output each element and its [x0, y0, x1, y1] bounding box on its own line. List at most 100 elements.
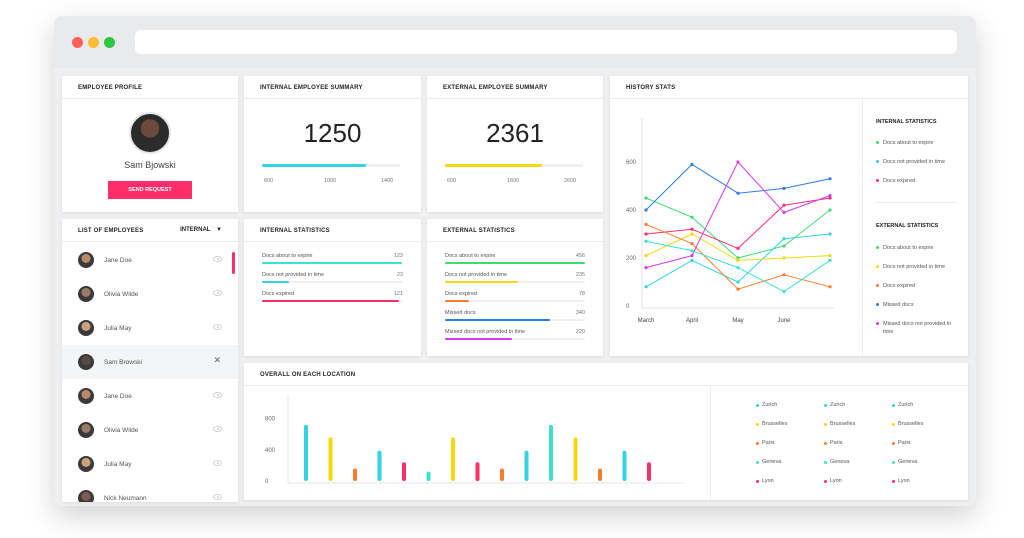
bar: [353, 468, 357, 481]
maximize-window-icon[interactable]: [104, 37, 115, 48]
external-summary-card: External employee summary 2361 600 1600 …: [427, 76, 603, 212]
employee-row[interactable]: Jane Doe: [62, 243, 238, 277]
bar: [524, 450, 529, 481]
avatar: [78, 388, 94, 404]
eye-icon[interactable]: [213, 494, 222, 500]
y-tick-label: 400: [626, 208, 637, 214]
employee-name: Olivia Wilde: [104, 291, 139, 298]
legend-dot: [876, 141, 879, 144]
stat-bar-track: [445, 281, 585, 283]
avatar: [78, 422, 94, 438]
stat-bar-track: [445, 319, 585, 321]
stat-bar-fill: [262, 262, 402, 264]
data-point: [736, 160, 740, 164]
employee-row[interactable]: Julia May: [62, 311, 238, 345]
stat-label: Docs about to expire: [445, 253, 496, 259]
employee-name: Julia May: [104, 461, 132, 468]
data-point: [644, 285, 648, 289]
eye-icon[interactable]: [213, 290, 222, 296]
legend-label: Docs expired: [883, 178, 916, 184]
legend-dot: [824, 461, 827, 464]
employee-row[interactable]: Nick Neumann: [62, 481, 238, 502]
bar: [549, 424, 553, 481]
employee-name: Sam Browski: [104, 359, 142, 366]
stat-value: 340: [575, 310, 585, 316]
card-title: Internal statistics: [260, 228, 330, 234]
bar: [500, 468, 504, 481]
employee-filter-dropdown[interactable]: INTERNAL ▼: [180, 227, 222, 233]
stat-bar-fill: [445, 300, 469, 302]
history-stats-card: History stats 0 200 400 600 March April May Jun…: [610, 76, 968, 356]
employee-name: Jane Doe: [104, 393, 132, 400]
stat-label: Missed docs: [445, 310, 476, 316]
minimize-window-icon[interactable]: [88, 37, 99, 48]
legend-dot: [756, 442, 759, 445]
external-progress-track: [445, 164, 583, 167]
data-point: [690, 249, 694, 253]
eye-icon[interactable]: [213, 426, 222, 432]
y-tick-label: 0: [626, 304, 630, 310]
data-point: [644, 254, 648, 258]
tick-label: 600: [447, 178, 457, 184]
location-legend-label: Geneva: [898, 459, 918, 465]
legend-section-title: External statistics: [876, 223, 939, 229]
location-bar-chart: 0 400 800: [265, 395, 684, 485]
legend-dot: [876, 303, 879, 306]
x-tick-label: June: [777, 318, 791, 324]
address-bar[interactable]: [135, 30, 957, 54]
location-legend-label: Brusselles: [898, 421, 924, 427]
legend-dot: [876, 179, 879, 182]
employee-row[interactable]: Olivia Wilde: [62, 277, 238, 311]
data-point: [828, 194, 832, 198]
eye-icon[interactable]: [213, 324, 222, 330]
eye-icon[interactable]: [213, 256, 222, 262]
send-request-button[interactable]: SEND REQUEST: [108, 181, 192, 199]
stat-label: Docs about to expire: [262, 253, 313, 259]
avatar: [78, 286, 94, 302]
stat-bar-track: [445, 262, 585, 264]
location-legend: Zurich Brusselles Paris Geneva Lyon Zurich Bru…: [711, 385, 968, 500]
bar: [622, 450, 627, 481]
data-point: [828, 254, 832, 258]
employee-row[interactable]: Jane Doe: [62, 379, 238, 413]
stat-bar-fill: [445, 281, 518, 283]
bar: [451, 437, 455, 481]
data-point: [782, 210, 786, 214]
data-point: [736, 191, 740, 195]
legend-label: Docs about to expire: [883, 140, 934, 146]
employee-row[interactable]: Sam Browski ✕: [62, 345, 238, 379]
data-point: [644, 232, 648, 236]
data-point: [690, 215, 694, 219]
location-legend-divider: [710, 385, 711, 500]
close-icon[interactable]: ✕: [213, 355, 221, 365]
close-window-icon[interactable]: [72, 37, 83, 48]
legend-dot: [824, 442, 827, 445]
legend-dot: [876, 265, 879, 268]
internal-total: 1250: [303, 118, 362, 148]
legend-dot: [876, 160, 879, 163]
avatar: [78, 320, 94, 336]
legend-label: Docs expired: [883, 283, 916, 289]
list-scrollbar[interactable]: [232, 252, 235, 274]
eye-icon[interactable]: [213, 460, 222, 466]
series-line: [645, 163, 831, 211]
employee-row[interactable]: Olivia Wilde: [62, 413, 238, 447]
data-point: [828, 285, 832, 289]
tick-label: 1000: [324, 178, 337, 184]
stat-label: Docs expired: [262, 291, 295, 297]
location-legend-label: Paris: [762, 440, 775, 446]
y-tick-label: 400: [265, 448, 276, 454]
data-point: [782, 203, 786, 207]
stat-bar-fill: [262, 300, 400, 302]
legend-dot: [892, 442, 895, 445]
employee-name: Jane Doe: [104, 257, 132, 264]
location-legend-label: Lyon: [830, 478, 842, 484]
data-point: [782, 273, 786, 277]
stat-value: 123: [393, 253, 403, 259]
filter-value: INTERNAL: [180, 227, 211, 233]
bar: [402, 462, 406, 481]
legend-dot: [756, 404, 759, 407]
eye-icon[interactable]: [213, 392, 222, 398]
employee-row[interactable]: Julia May: [62, 447, 238, 481]
data-point: [782, 186, 786, 190]
